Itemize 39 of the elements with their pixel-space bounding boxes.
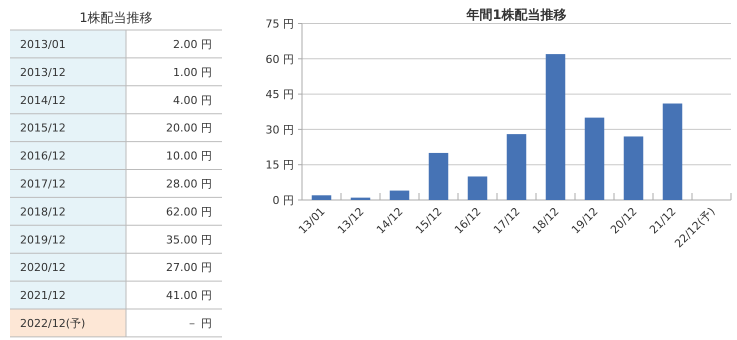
text: 62.00 円 xyxy=(166,205,212,218)
bar xyxy=(546,54,566,200)
bar xyxy=(468,176,488,200)
text: 4.00 円 xyxy=(173,94,212,107)
bar xyxy=(506,134,526,200)
category-label: 2015/12 xyxy=(20,122,66,135)
y-tick-label: 15 円 xyxy=(266,158,294,172)
y-tick-label: 30 円 xyxy=(266,123,294,136)
category-label: 2018/12 xyxy=(20,205,66,218)
text: 28.00 円 xyxy=(166,177,212,190)
text: 1株配当推移 xyxy=(79,11,153,26)
text: 20.00 円 xyxy=(166,122,212,135)
category-label: 2016/12 xyxy=(20,150,66,163)
category-label: 2020/12 xyxy=(20,261,66,274)
category-label: 2017/12 xyxy=(20,177,66,190)
category-label: 2013/12 xyxy=(20,66,66,79)
chart-title: 年間1株配当推移 xyxy=(465,8,567,23)
bar xyxy=(312,195,332,200)
text: － 円 xyxy=(186,316,212,330)
bar xyxy=(624,136,644,200)
y-tick-label: 75 円 xyxy=(266,18,294,30)
bar xyxy=(584,118,604,200)
bar xyxy=(390,190,410,200)
y-tick-label: 60 円 xyxy=(266,52,294,66)
category-label: 2019/12 xyxy=(20,233,66,246)
category-label: 2022/12(予) xyxy=(20,316,86,330)
y-tick-label: 45 円 xyxy=(266,88,294,102)
bar xyxy=(428,152,448,200)
category-label: 2021/12 xyxy=(20,289,66,302)
text: 35.00 円 xyxy=(166,233,212,246)
bar xyxy=(662,104,682,200)
category-label: 2014/12 xyxy=(20,94,66,107)
text: 41.00 円 xyxy=(166,289,212,302)
text: 1.00 円 xyxy=(173,66,212,79)
text: 10.00 円 xyxy=(166,150,212,163)
y-tick-label: 0 円 xyxy=(272,194,294,207)
text: 2.00 円 xyxy=(173,38,212,51)
text: 27.00 円 xyxy=(166,261,212,274)
category-label: 2013/01 xyxy=(20,38,66,51)
